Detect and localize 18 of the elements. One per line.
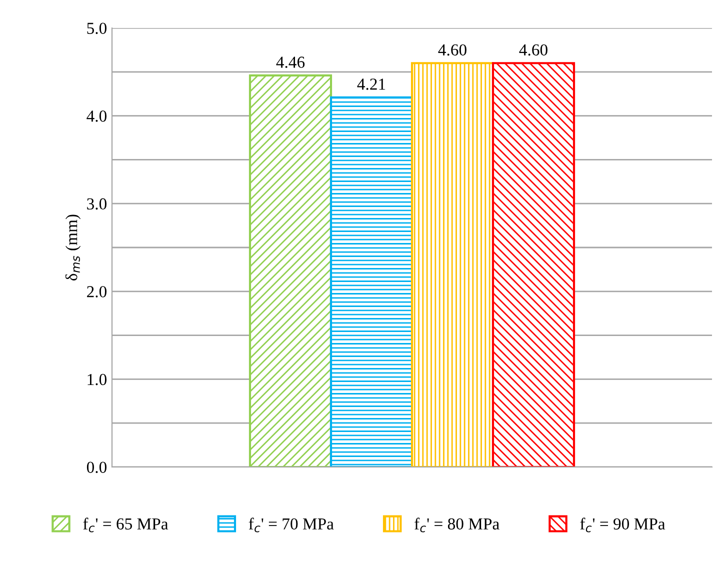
bar [492,62,576,467]
y-tick-label: 1.0 [88,374,107,386]
data-label: 4.60 [519,44,548,56]
y-tick-label: 3.0 [87,198,107,210]
legend-label: f$_{c}$' = 70 MPa [248,518,334,532]
y-tick-label: 5.0 [87,22,107,34]
y-tick-label: 0.0 [86,462,107,474]
data-label: 4.60 [438,44,466,56]
y-tick-label: 2.0 [87,286,107,298]
y-tick-label: 4.0 [86,110,107,122]
legend-label: f$_{c}$' = 90 MPa [580,518,666,532]
y-axis-title: δ$_{ms}$ (mm) [65,214,81,280]
bar [410,62,494,467]
legend-label: f$_{c}$' = 65 MPa [83,518,168,532]
legend-label: f$_{c}$' = 80 MPa [414,518,500,532]
data-label: 4.46 [276,56,305,68]
data-label: 4.21 [357,78,386,90]
bar [248,74,332,467]
